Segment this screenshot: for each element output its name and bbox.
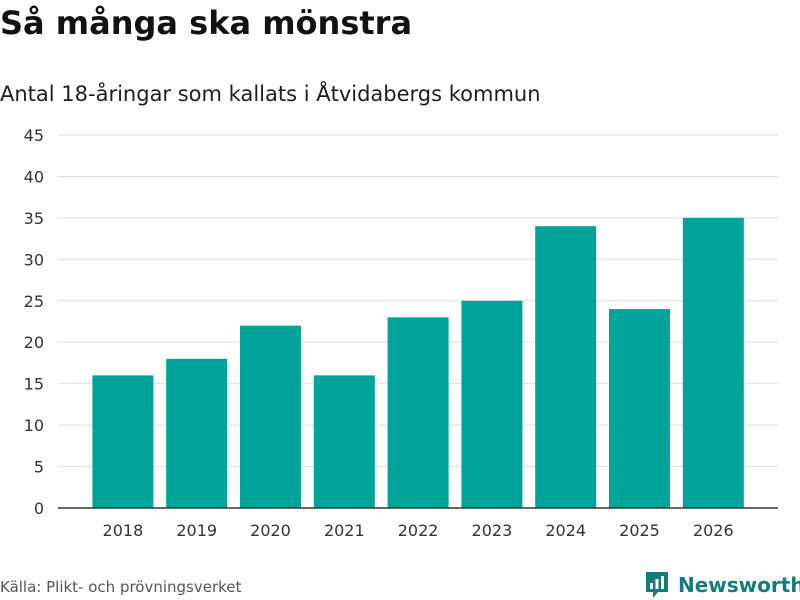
x-tick-label-2022: 2022 [398,521,439,540]
bars [92,217,744,508]
y-tick-label-5: 5 [34,458,44,477]
bar-2024 [535,226,597,508]
brand-logo: Newsworthy [644,570,800,600]
chart-subtitle: Antal 18-åringar som kallats i Åtvidaber… [0,82,541,106]
y-tick-label-30: 30 [24,250,44,269]
bar-2026 [682,217,744,508]
x-tick-label-2025: 2025 [619,521,660,540]
brand-name: Newsworthy [678,573,800,597]
x-tick-label-2020: 2020 [250,521,291,540]
y-tick-label-20: 20 [24,333,44,352]
bar-2023 [461,300,523,508]
y-tick-label-35: 35 [24,209,44,228]
y-tick-label-15: 15 [24,375,44,394]
source-note: Källa: Plikt- och prövningsverket [0,578,242,596]
y-tick-label-25: 25 [24,292,44,311]
y-tick-label-45: 45 [24,126,44,145]
y-tick-label-10: 10 [24,416,44,435]
bar-2020 [240,325,301,508]
bar-2021 [313,375,375,508]
bar-2018 [92,375,154,508]
bar-2019 [166,358,228,508]
x-tick-label-2023: 2023 [472,521,513,540]
y-tick-label-0: 0 [34,499,44,518]
x-tick-label-2021: 2021 [324,521,365,540]
x-tick-label-2019: 2019 [176,521,217,540]
x-tick-label-2018: 2018 [103,521,144,540]
chart-title: Så många ska mönstra [0,4,413,42]
bar-2025 [609,309,670,508]
x-tick-label-2024: 2024 [545,521,586,540]
bar-2022 [387,317,449,508]
x-tick-label-2026: 2026 [693,521,734,540]
y-tick-label-40: 40 [24,167,44,186]
bar-chart-speech-bubble-icon [646,572,668,598]
